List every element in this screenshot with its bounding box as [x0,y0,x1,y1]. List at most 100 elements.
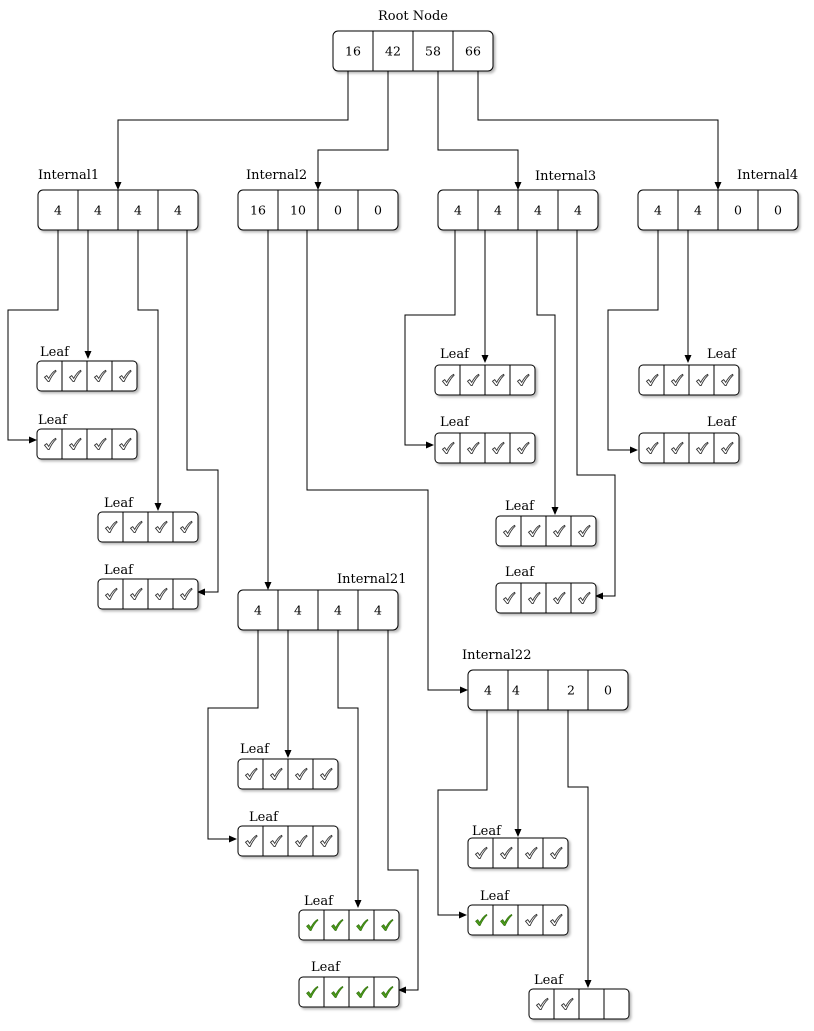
check-icon [179,587,193,601]
check-icon [441,441,455,455]
root-node-keys-key: 66 [465,44,481,59]
check-icon [549,846,563,860]
leaf-i4-a [638,364,740,396]
leaf-i4-b-label: Leaf [707,415,737,430]
leaf-i3-c-label: Leaf [505,499,535,514]
check-icon [118,369,132,383]
internal3-node-key: 4 [454,203,462,218]
root-node-label: Root Node [378,9,448,24]
internal3-node-key: 4 [574,203,582,218]
check-icon [244,767,258,781]
leaf-i21-b-label: Leaf [249,810,279,825]
edge-root-internal1 [114,70,349,190]
internal4-node-key: 0 [774,203,782,218]
edge-internal4-leaf-b [607,230,659,454]
internal2-node: 16 10 0 0 [237,189,399,231]
check-icon [577,524,591,538]
check-icon [527,591,541,605]
leaf-i4-b [638,432,740,464]
check-icon [244,834,258,848]
check-green-icon [500,914,513,926]
leaf-i1-c [97,511,199,543]
leaf-i1-a-label: Leaf [40,345,70,360]
check-icon [118,437,132,451]
edge-root-internal4 [477,70,722,190]
leaf-i22-b-label: Leaf [480,889,510,904]
internal22-node: 4 4 2 0 [467,669,629,711]
leaf-i1-b-label: Leaf [38,413,68,428]
leaf-i21-d [298,976,400,1008]
internal22-node-key: 4 [484,683,492,698]
check-icon [179,520,193,534]
leaf-i3-c [495,515,597,547]
internal22-node-key: 0 [604,683,612,698]
internal3-label: Internal3 [535,169,596,184]
check-icon [129,520,143,534]
check-icon [720,373,734,387]
leaf-i4-a-label: Leaf [707,347,737,362]
check-icon [68,437,82,451]
check-icon [491,373,505,387]
internal4-label: Internal4 [737,168,798,183]
internal3-node-key: 4 [494,203,502,218]
check-icon [294,834,308,848]
internal21-label: Internal21 [337,572,406,587]
internal22-node-key: 4 [512,683,520,698]
check-icon [154,520,168,534]
internal21-node: 4 4 4 4 [237,589,399,631]
internal4-node-key: 4 [654,203,662,218]
check-icon [720,441,734,455]
internal21-node-key: 4 [294,603,302,618]
internal2-node-key: 0 [334,203,342,218]
check-icon [68,369,82,383]
edge-internal21-leaf-c [337,630,362,908]
edge-internal3-leaf-c [536,230,559,515]
check-green-icon [331,986,344,998]
edge-root-internal3 [437,70,522,190]
leaf-i1-a [36,360,138,392]
check-icon [516,441,530,455]
internal22-node-key: 2 [567,683,575,698]
check-icon [154,587,168,601]
edge-internal3-leaf-d [576,230,616,600]
check-icon [549,913,563,927]
check-icon [499,846,513,860]
leaf-i21-c [298,909,400,941]
leaf-i21-d-label: Leaf [311,960,341,975]
edge-internal1-leaf-d [186,230,219,596]
leaf-i1-d [97,578,199,610]
edge-internal3-leaf-b [404,230,456,449]
internal3-node: 4 4 4 4 [437,189,599,231]
edge-root-internal2 [314,70,389,190]
check-green-icon [356,919,369,931]
check-icon [466,441,480,455]
leaf-i21-a-label: Leaf [240,742,270,757]
check-icon [491,441,505,455]
edge-internal1-leaf-c [137,230,162,511]
leaf-i22-a-label: Leaf [472,824,502,839]
internal2-node-key: 0 [374,203,382,218]
internal22-label: Internal22 [462,648,531,663]
internal2-label: Internal2 [246,168,307,183]
check-icon [319,767,333,781]
check-icon [319,834,333,848]
check-green-icon [475,914,488,926]
check-icon [552,591,566,605]
check-icon [645,441,659,455]
edge-internal21-leaf-d [387,630,419,994]
leaf-i1-c-label: Leaf [104,496,134,511]
check-green-icon [306,986,319,998]
leaf-i22-c-label: Leaf [534,973,564,988]
check-icon [43,369,57,383]
check-green-icon [306,919,319,931]
leaf-i22-a [467,837,569,869]
leaf-i1-b [36,428,138,460]
check-icon [524,846,538,860]
internal2-node-key: 10 [290,203,306,218]
check-icon [269,834,283,848]
check-icon [535,997,549,1011]
check-icon [269,767,283,781]
internal1-node-key: 4 [174,203,182,218]
check-icon [524,913,538,927]
